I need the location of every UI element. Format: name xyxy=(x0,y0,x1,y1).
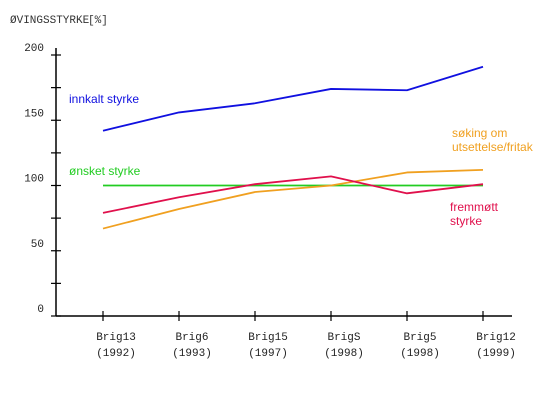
series-annotation: søking om utsettelse/fritak xyxy=(452,126,534,154)
x-tick-label: Brig5 xyxy=(403,332,436,344)
x-tick-year: (1993) xyxy=(172,348,212,360)
y-tick-label: 100 xyxy=(24,174,44,186)
y-tick-label: 200 xyxy=(24,43,44,55)
x-tick-label: Brig15 xyxy=(248,332,288,344)
series-line-0 xyxy=(102,65,484,132)
series-line-3 xyxy=(102,175,484,214)
x-tick-label: Brig12 xyxy=(476,332,516,344)
y-tick-label: 150 xyxy=(24,108,44,120)
x-tick-label: Brig13 xyxy=(96,332,136,344)
series-annotation: ønsket styrke xyxy=(69,164,141,178)
x-tick-year: (1999) xyxy=(476,348,516,360)
x-tick-year: (1992) xyxy=(96,348,136,360)
x-tick-year: (1998) xyxy=(400,348,440,360)
series-annotation: innkalt styrke xyxy=(69,92,139,106)
x-tick-label: BrigS xyxy=(327,332,360,344)
x-tick-year: (1998) xyxy=(324,348,364,360)
y-axis-title: ØVINGSSTYRKE xyxy=(10,15,90,27)
y-tick-label: 0 xyxy=(37,304,44,316)
y-axis-unit: [%] xyxy=(88,15,108,27)
x-tick-year: (1997) xyxy=(248,348,288,360)
x-tick-label: Brig6 xyxy=(175,332,208,344)
y-tick-label: 50 xyxy=(31,239,44,251)
series-line-2 xyxy=(102,168,484,230)
series-annotation: fremmøtt styrke xyxy=(450,200,499,228)
